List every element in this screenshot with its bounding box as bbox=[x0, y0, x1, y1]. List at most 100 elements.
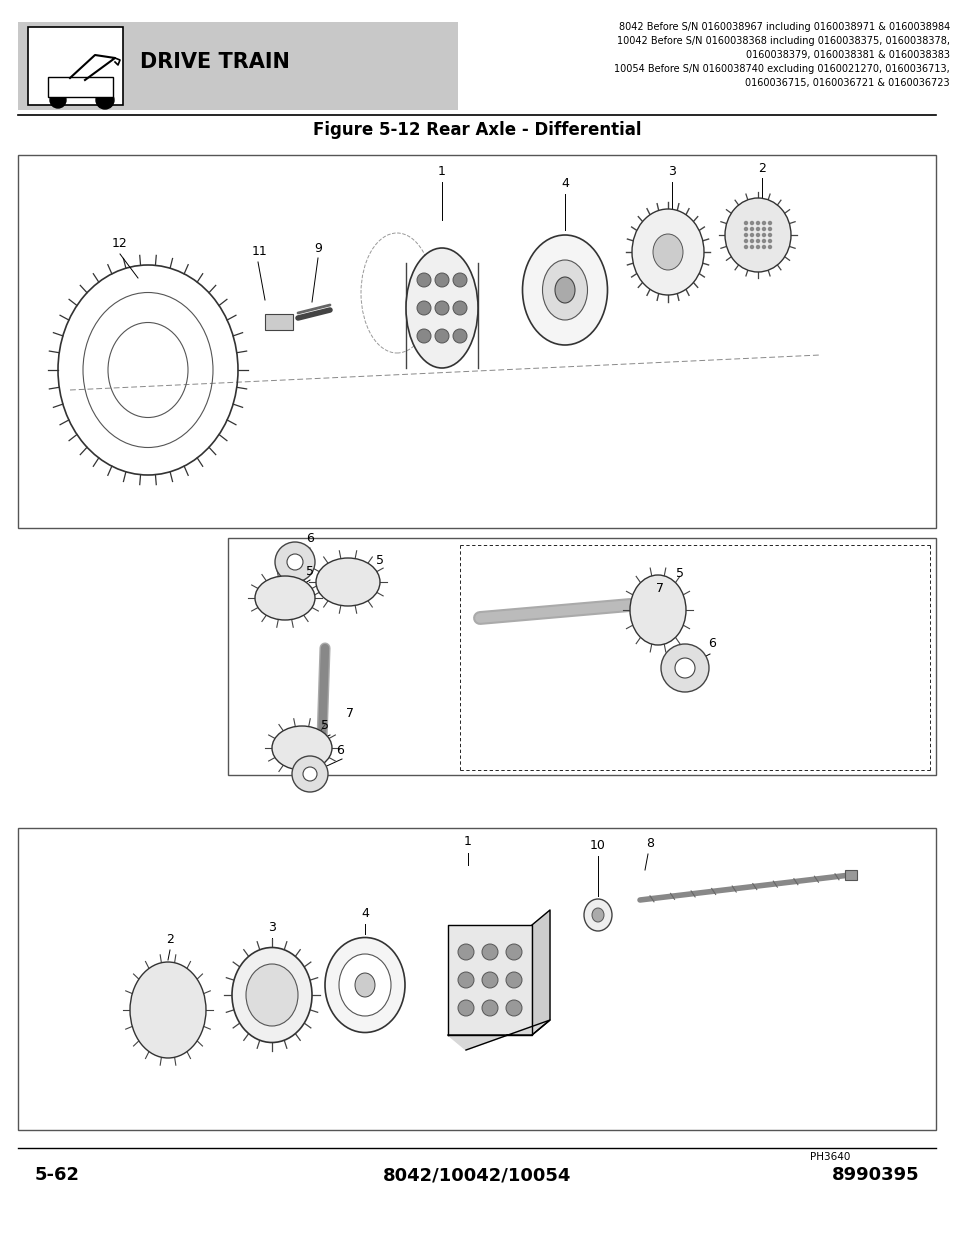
Text: 8042 Before S/N 0160038967 including 0160038971 & 0160038984
10042 Before S/N 01: 8042 Before S/N 0160038967 including 016… bbox=[614, 22, 949, 88]
Text: 6: 6 bbox=[707, 637, 715, 650]
Ellipse shape bbox=[303, 767, 316, 781]
Ellipse shape bbox=[338, 953, 391, 1016]
Circle shape bbox=[435, 301, 449, 315]
Text: Figure 5-12 Rear Axle - Differential: Figure 5-12 Rear Axle - Differential bbox=[313, 121, 640, 140]
Circle shape bbox=[743, 221, 747, 225]
Text: 12: 12 bbox=[112, 237, 128, 249]
Circle shape bbox=[435, 273, 449, 287]
Circle shape bbox=[761, 246, 764, 248]
Circle shape bbox=[750, 221, 753, 225]
Bar bbox=[844, 869, 856, 881]
Ellipse shape bbox=[274, 542, 314, 582]
Ellipse shape bbox=[406, 248, 477, 368]
Text: 7: 7 bbox=[346, 706, 354, 720]
Ellipse shape bbox=[583, 899, 612, 931]
Circle shape bbox=[768, 221, 771, 225]
Circle shape bbox=[505, 1000, 521, 1016]
Circle shape bbox=[750, 227, 753, 231]
Ellipse shape bbox=[555, 277, 575, 303]
Circle shape bbox=[416, 329, 431, 343]
Text: 8990395: 8990395 bbox=[832, 1166, 919, 1184]
Polygon shape bbox=[532, 910, 550, 1035]
Circle shape bbox=[756, 233, 759, 236]
Circle shape bbox=[761, 240, 764, 242]
Text: 6: 6 bbox=[335, 743, 344, 757]
FancyBboxPatch shape bbox=[228, 538, 935, 776]
Circle shape bbox=[50, 91, 66, 107]
Circle shape bbox=[96, 91, 113, 109]
Circle shape bbox=[457, 944, 474, 960]
Text: 5: 5 bbox=[375, 555, 384, 567]
Ellipse shape bbox=[675, 658, 695, 678]
Circle shape bbox=[481, 1000, 497, 1016]
Text: 5: 5 bbox=[306, 564, 314, 578]
Circle shape bbox=[457, 1000, 474, 1016]
Circle shape bbox=[453, 329, 467, 343]
Circle shape bbox=[756, 240, 759, 242]
Circle shape bbox=[761, 233, 764, 236]
Circle shape bbox=[435, 329, 449, 343]
Ellipse shape bbox=[652, 233, 682, 270]
Ellipse shape bbox=[232, 947, 312, 1042]
Circle shape bbox=[743, 246, 747, 248]
Text: 5: 5 bbox=[676, 567, 683, 580]
Ellipse shape bbox=[629, 576, 685, 645]
Ellipse shape bbox=[315, 558, 379, 606]
Circle shape bbox=[768, 227, 771, 231]
Text: 4: 4 bbox=[360, 906, 369, 920]
Text: 6: 6 bbox=[306, 532, 314, 545]
Ellipse shape bbox=[724, 198, 790, 272]
Circle shape bbox=[453, 301, 467, 315]
Text: 1: 1 bbox=[437, 165, 445, 178]
Circle shape bbox=[756, 221, 759, 225]
Text: 2: 2 bbox=[166, 932, 173, 946]
Text: 5: 5 bbox=[320, 719, 329, 732]
Circle shape bbox=[457, 972, 474, 988]
Bar bbox=[28, 27, 123, 105]
Ellipse shape bbox=[272, 726, 332, 769]
Circle shape bbox=[750, 246, 753, 248]
Circle shape bbox=[743, 240, 747, 242]
Text: 3: 3 bbox=[268, 921, 275, 934]
Circle shape bbox=[505, 944, 521, 960]
Circle shape bbox=[768, 233, 771, 236]
FancyBboxPatch shape bbox=[18, 827, 935, 1130]
Ellipse shape bbox=[254, 576, 314, 620]
Circle shape bbox=[750, 233, 753, 236]
Bar bbox=[18, 22, 457, 110]
Text: 5-62: 5-62 bbox=[35, 1166, 80, 1184]
Text: PH3640: PH3640 bbox=[809, 1152, 849, 1162]
Text: 10: 10 bbox=[590, 839, 605, 852]
Text: 8: 8 bbox=[645, 837, 654, 850]
Polygon shape bbox=[448, 1020, 550, 1050]
Text: 2: 2 bbox=[758, 162, 765, 175]
Ellipse shape bbox=[325, 937, 405, 1032]
Bar bbox=[265, 314, 293, 330]
Circle shape bbox=[453, 273, 467, 287]
Ellipse shape bbox=[542, 261, 587, 320]
Ellipse shape bbox=[660, 643, 708, 692]
Ellipse shape bbox=[287, 555, 303, 571]
Circle shape bbox=[743, 233, 747, 236]
Circle shape bbox=[416, 301, 431, 315]
Text: DRIVE TRAIN: DRIVE TRAIN bbox=[140, 52, 290, 72]
Ellipse shape bbox=[592, 908, 603, 923]
Text: 1: 1 bbox=[463, 835, 472, 848]
Ellipse shape bbox=[631, 209, 703, 295]
Circle shape bbox=[750, 240, 753, 242]
Circle shape bbox=[761, 221, 764, 225]
Polygon shape bbox=[448, 925, 532, 1035]
Circle shape bbox=[416, 273, 431, 287]
Text: 7: 7 bbox=[656, 582, 663, 595]
Circle shape bbox=[768, 240, 771, 242]
Circle shape bbox=[761, 227, 764, 231]
Circle shape bbox=[743, 227, 747, 231]
Text: 9: 9 bbox=[314, 242, 321, 254]
Circle shape bbox=[505, 972, 521, 988]
Circle shape bbox=[756, 227, 759, 231]
Text: 8042/10042/10054: 8042/10042/10054 bbox=[382, 1166, 571, 1184]
Text: 11: 11 bbox=[252, 245, 268, 258]
Text: 4: 4 bbox=[560, 177, 568, 190]
Ellipse shape bbox=[522, 235, 607, 345]
Text: 3: 3 bbox=[667, 165, 676, 178]
